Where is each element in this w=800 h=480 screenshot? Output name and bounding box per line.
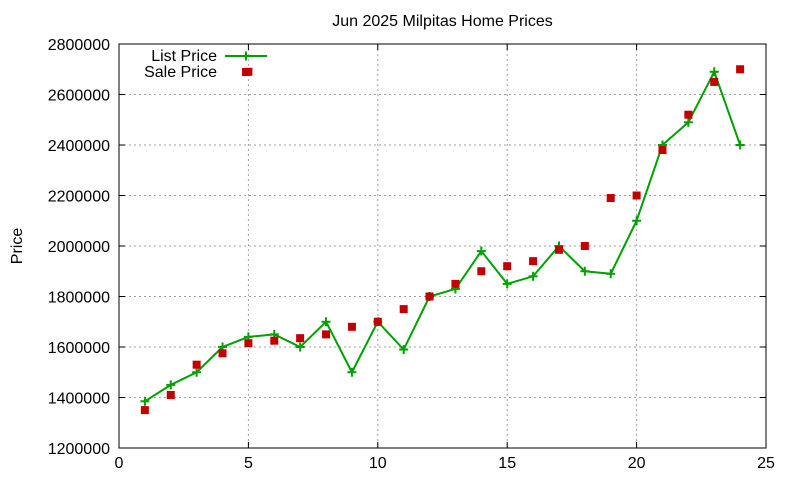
y-tick-label: 1400000 — [48, 391, 110, 408]
list-price-point — [192, 367, 202, 377]
list-price-point — [606, 269, 616, 279]
sale-price-point — [166, 390, 175, 399]
sale-price-point — [425, 292, 434, 301]
sale-price-point — [399, 305, 408, 314]
list-price-point — [502, 279, 512, 289]
series-list-price — [140, 67, 745, 406]
list-price-point — [683, 117, 693, 127]
y-axis-label: Price — [9, 228, 26, 265]
list-price-point — [399, 345, 409, 355]
sale-price-point — [529, 257, 538, 266]
sale-price-point — [736, 65, 745, 74]
sale-price-point — [373, 317, 382, 326]
list-price-point — [321, 317, 331, 327]
sale-price-point — [244, 339, 253, 348]
sale-price-point — [218, 349, 227, 358]
plot-frame — [118, 43, 767, 449]
y-tick-label: 1600000 — [48, 340, 110, 357]
y-tick-label: 1200000 — [48, 441, 110, 458]
x-tick-label: 20 — [628, 455, 646, 472]
list-price-point — [632, 216, 642, 226]
legend-marker-list-price — [241, 51, 251, 61]
y-tick-label: 2600000 — [48, 88, 110, 105]
sale-price-point — [684, 110, 693, 119]
x-tick-label: 5 — [244, 455, 253, 472]
sale-price-point — [632, 191, 641, 200]
legend-label-list-price: List Price — [151, 48, 217, 65]
x-tick-label: 0 — [115, 455, 124, 472]
axis-ticks — [118, 43, 767, 449]
sale-price-point — [322, 330, 331, 339]
sale-price-point — [451, 279, 460, 288]
series-sale-price — [140, 65, 745, 415]
y-tick-label: 2400000 — [48, 138, 110, 155]
sale-price-point — [192, 360, 201, 369]
legend-label-sale-price: Sale Price — [144, 64, 217, 81]
data-series — [140, 65, 745, 415]
sale-price-point — [270, 336, 279, 345]
y-axis-tick-labels: 1200000 1400000 1600000 1800000 2000000 22000… — [48, 37, 110, 458]
sale-price-point — [347, 322, 356, 331]
y-tick-label: 2800000 — [48, 37, 110, 54]
grid — [119, 44, 766, 448]
list-price-point — [735, 140, 745, 150]
list-price-point — [709, 67, 719, 77]
sale-price-point — [658, 146, 667, 155]
list-price-point — [140, 396, 150, 406]
list-price-point — [476, 246, 486, 256]
sale-price-point — [606, 194, 615, 203]
x-tick-label: 25 — [757, 455, 775, 472]
x-tick-label: 15 — [498, 455, 516, 472]
list-price-point — [580, 266, 590, 276]
y-tick-label: 2200000 — [48, 189, 110, 206]
list-price-point — [295, 342, 305, 352]
list-price-point — [347, 367, 357, 377]
list-price-point — [528, 271, 538, 281]
y-tick-label: 1800000 — [48, 290, 110, 307]
sale-price-point — [477, 267, 486, 276]
sale-price-point — [140, 406, 149, 415]
list-price-line — [144, 69, 742, 403]
list-price-point — [166, 380, 176, 390]
sale-price-point — [296, 334, 305, 343]
y-tick-label: 2000000 — [48, 239, 110, 256]
x-tick-label: 10 — [369, 455, 387, 472]
x-axis-tick-labels: 0 5 10 15 20 25 — [115, 455, 775, 472]
legend-marker-sale-price — [242, 68, 250, 76]
sale-price-point — [554, 245, 563, 254]
sale-price-point — [503, 262, 512, 271]
sale-price-point — [580, 242, 589, 250]
sale-price-point — [710, 77, 719, 86]
chart-title: Jun 2025 Milpitas Home Prices — [332, 13, 553, 30]
